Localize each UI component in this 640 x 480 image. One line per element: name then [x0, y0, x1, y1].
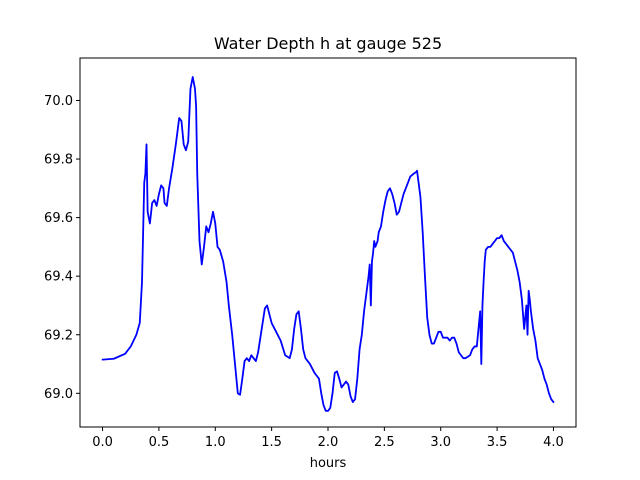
- y-tick-label: 70.0: [44, 94, 73, 109]
- plot-area: [101, 76, 555, 412]
- y-tick-label: 69.6: [44, 211, 73, 226]
- x-tick-label: 0.0: [92, 435, 113, 450]
- y-tick-label: 69.0: [44, 387, 73, 402]
- y-axis: 69.0 69.2 69.4 69.6 69.8 70.0: [44, 94, 80, 402]
- x-tick-label: 0.5: [149, 435, 170, 450]
- x-axis-label: hours: [310, 456, 347, 471]
- x-tick-label: 3.0: [430, 435, 451, 450]
- x-tick-label: 1.5: [261, 435, 282, 450]
- series-line: [101, 76, 555, 412]
- x-tick-label: 3.5: [487, 435, 508, 450]
- y-tick-label: 69.8: [44, 153, 73, 168]
- x-tick-label: 4.0: [543, 435, 564, 450]
- chart-title: Water Depth h at gauge 525: [214, 34, 442, 53]
- y-tick-label: 69.2: [44, 328, 73, 343]
- x-tick-label: 2.0: [318, 435, 339, 450]
- x-axis: 0.0 0.5 1.0 1.5 2.0 2.5 3.0 3.5 4.0: [92, 427, 564, 450]
- y-tick-label: 69.4: [44, 270, 73, 285]
- x-tick-label: 1.0: [205, 435, 226, 450]
- x-tick-label: 2.5: [374, 435, 395, 450]
